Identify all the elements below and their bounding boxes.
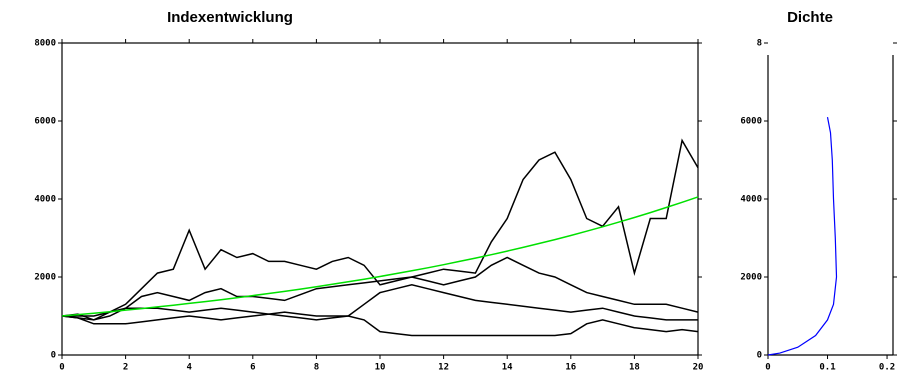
- chart-title: Dichte: [787, 9, 833, 26]
- y-tick-label: 4000: [740, 195, 762, 205]
- y-tick-label: 2000: [740, 273, 762, 283]
- series-line: [61, 311, 699, 337]
- y-tick-label: 0: [757, 351, 762, 361]
- series-line: [61, 228, 699, 321]
- y-tick-label: 0: [51, 351, 56, 361]
- x-tick-label: 16: [565, 363, 576, 373]
- series-line: [61, 138, 699, 321]
- x-tick-label: 0.1: [819, 363, 835, 373]
- x-tick-label: 2: [123, 363, 128, 373]
- series-line: [62, 284, 698, 321]
- x-tick-label: 4: [186, 363, 192, 373]
- x-tick-label: 8: [314, 363, 319, 373]
- x-tick-label: 14: [502, 363, 513, 373]
- y-tick-label: 2000: [34, 273, 56, 283]
- x-tick-label: 18: [629, 363, 640, 373]
- x-tick-label: 0.2: [879, 363, 895, 373]
- x-tick-label: 20: [693, 363, 704, 373]
- x-tick-label: 10: [375, 363, 386, 373]
- x-tick-label: 0: [765, 363, 770, 373]
- y-tick-label: 4000: [34, 195, 56, 205]
- y-tick-label: 8000: [34, 39, 56, 49]
- y-tick-label: 6000: [34, 117, 56, 127]
- series-line: [61, 196, 699, 317]
- x-tick-label: 0: [59, 363, 64, 373]
- y-tick-label: 8: [757, 39, 762, 49]
- x-tick-label: 6: [250, 363, 255, 373]
- density-line: [767, 116, 838, 356]
- y-tick-label: 6000: [740, 117, 762, 127]
- chart-title: Indexentwicklung: [167, 9, 293, 26]
- x-tick-label: 12: [438, 363, 449, 373]
